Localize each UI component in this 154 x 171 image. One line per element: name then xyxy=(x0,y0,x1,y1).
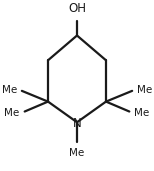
Text: Me: Me xyxy=(137,85,152,95)
Text: N: N xyxy=(73,117,81,130)
Text: Me: Me xyxy=(4,108,20,118)
Text: OH: OH xyxy=(68,2,86,15)
Text: Me: Me xyxy=(134,108,150,118)
Text: Me: Me xyxy=(2,85,17,95)
Text: Me: Me xyxy=(69,148,85,158)
